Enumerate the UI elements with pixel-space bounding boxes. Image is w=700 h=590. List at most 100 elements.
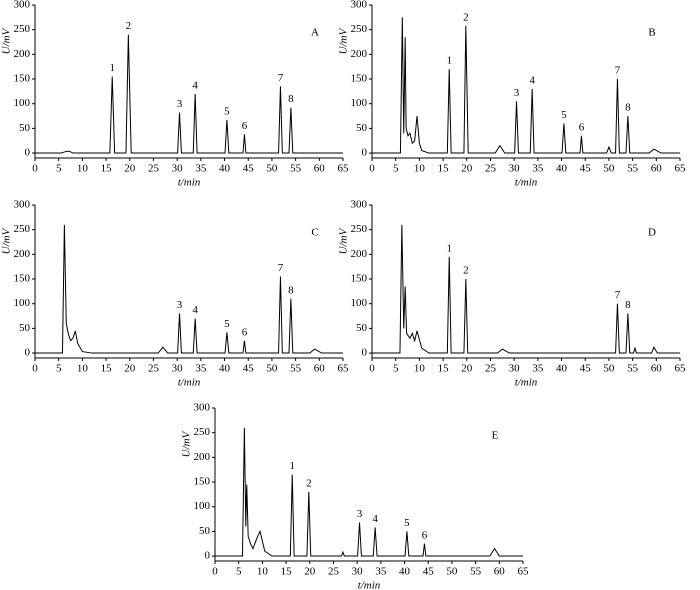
x-tick-label: 25 <box>148 163 160 175</box>
x-tick-label: 35 <box>195 163 207 175</box>
y-tick-label: 0 <box>362 347 368 359</box>
x-tick-label: 25 <box>485 363 497 375</box>
y-axis-label: U/mV <box>338 27 350 54</box>
x-tick-label: 65 <box>675 363 687 375</box>
y-tick-label: 50 <box>199 525 211 537</box>
x-axis-label: t/min <box>178 377 201 389</box>
peak-label: 6 <box>422 529 428 541</box>
x-tick-label: 50 <box>266 363 278 375</box>
peak-label: 8 <box>288 93 294 105</box>
x-tick-label: 20 <box>461 163 473 175</box>
peak-label: 2 <box>463 265 469 277</box>
x-tick-label: 15 <box>101 363 113 375</box>
peak-label: 3 <box>357 508 363 520</box>
peak-label: 5 <box>561 109 567 121</box>
x-axis-label: t/min <box>178 177 201 189</box>
peak-label: 7 <box>278 262 284 274</box>
peak-label: 5 <box>224 106 230 118</box>
peak-label: 2 <box>463 11 469 23</box>
panel-label: E <box>492 430 499 442</box>
y-tick-label: 0 <box>25 147 31 159</box>
x-tick-label: 5 <box>393 163 399 175</box>
y-tick-label: 100 <box>194 500 211 512</box>
x-tick-label: 10 <box>414 163 426 175</box>
y-tick-label: 300 <box>194 402 211 414</box>
y-tick-label: 150 <box>351 73 368 85</box>
peak-label: 6 <box>242 120 248 132</box>
x-tick-label: 30 <box>352 566 364 578</box>
x-tick-label: 60 <box>494 566 506 578</box>
peak-label: 6 <box>242 326 248 338</box>
x-tick-label: 30 <box>509 363 521 375</box>
panel-label: A <box>311 27 319 39</box>
y-tick-label: 100 <box>351 97 368 109</box>
x-tick-label: 65 <box>338 163 350 175</box>
x-axis-label: t/min <box>358 580 381 590</box>
x-tick-label: 45 <box>580 363 592 375</box>
x-tick-label: 10 <box>77 163 89 175</box>
peak-label: 6 <box>579 121 585 133</box>
x-tick-label: 15 <box>101 163 113 175</box>
peak-label: 5 <box>224 318 230 330</box>
y-tick-label: 50 <box>356 122 368 134</box>
peak-label: 4 <box>372 513 378 525</box>
chromatogram-trace <box>35 224 343 354</box>
y-tick-label: 150 <box>351 273 368 285</box>
x-tick-label: 45 <box>580 163 592 175</box>
x-tick-label: 15 <box>438 163 450 175</box>
x-tick-label: 5 <box>56 363 62 375</box>
peak-label: 3 <box>177 98 183 110</box>
peak-label: 1 <box>446 242 452 254</box>
peak-label: 5 <box>404 517 410 529</box>
x-tick-label: 5 <box>393 363 399 375</box>
x-tick-label: 65 <box>338 363 350 375</box>
y-tick-label: 200 <box>194 451 211 463</box>
y-tick-label: 100 <box>351 297 368 309</box>
peak-label: 7 <box>615 289 621 301</box>
peak-label: 4 <box>192 304 198 316</box>
peak-label: 2 <box>306 477 312 489</box>
x-tick-label: 20 <box>124 163 136 175</box>
x-tick-label: 25 <box>148 363 160 375</box>
x-tick-label: 20 <box>304 566 316 578</box>
x-tick-label: 45 <box>423 566 435 578</box>
x-tick-label: 30 <box>172 363 184 375</box>
x-tick-label: 10 <box>77 363 89 375</box>
peak-label: 2 <box>126 20 132 32</box>
x-tick-label: 0 <box>369 163 375 175</box>
x-tick-label: 35 <box>195 363 207 375</box>
x-tick-label: 50 <box>266 163 278 175</box>
x-tick-label: 25 <box>485 163 497 175</box>
y-axis-label: U/mV <box>338 227 350 254</box>
peak-label: 1 <box>289 460 295 472</box>
y-axis-label: U/mV <box>181 430 193 457</box>
y-tick-label: 300 <box>351 0 368 11</box>
peak-label: 7 <box>278 72 284 84</box>
x-tick-label: 60 <box>314 163 326 175</box>
y-axis-label: U/mV <box>1 227 13 254</box>
y-tick-label: 200 <box>14 248 31 260</box>
x-tick-label: 0 <box>369 363 375 375</box>
x-tick-label: 35 <box>532 363 544 375</box>
x-tick-label: 40 <box>219 163 231 175</box>
x-tick-label: 0 <box>32 363 38 375</box>
panel-label: D <box>648 227 656 239</box>
peak-label: 4 <box>529 74 535 86</box>
x-tick-label: 40 <box>556 363 568 375</box>
x-tick-label: 40 <box>556 163 568 175</box>
x-tick-label: 0 <box>212 566 218 578</box>
y-tick-label: 150 <box>194 476 211 488</box>
y-tick-label: 300 <box>14 199 31 211</box>
y-tick-label: 150 <box>14 273 31 285</box>
x-tick-label: 55 <box>470 566 482 578</box>
y-tick-label: 50 <box>19 322 31 334</box>
x-tick-label: 30 <box>509 163 521 175</box>
y-tick-label: 150 <box>14 73 31 85</box>
y-tick-label: 250 <box>14 23 31 35</box>
peak-label: 3 <box>514 87 520 99</box>
x-tick-label: 35 <box>532 163 544 175</box>
x-tick-label: 15 <box>281 566 293 578</box>
y-tick-label: 200 <box>14 48 31 60</box>
x-tick-label: 50 <box>603 363 615 375</box>
peak-label: 1 <box>109 62 115 74</box>
